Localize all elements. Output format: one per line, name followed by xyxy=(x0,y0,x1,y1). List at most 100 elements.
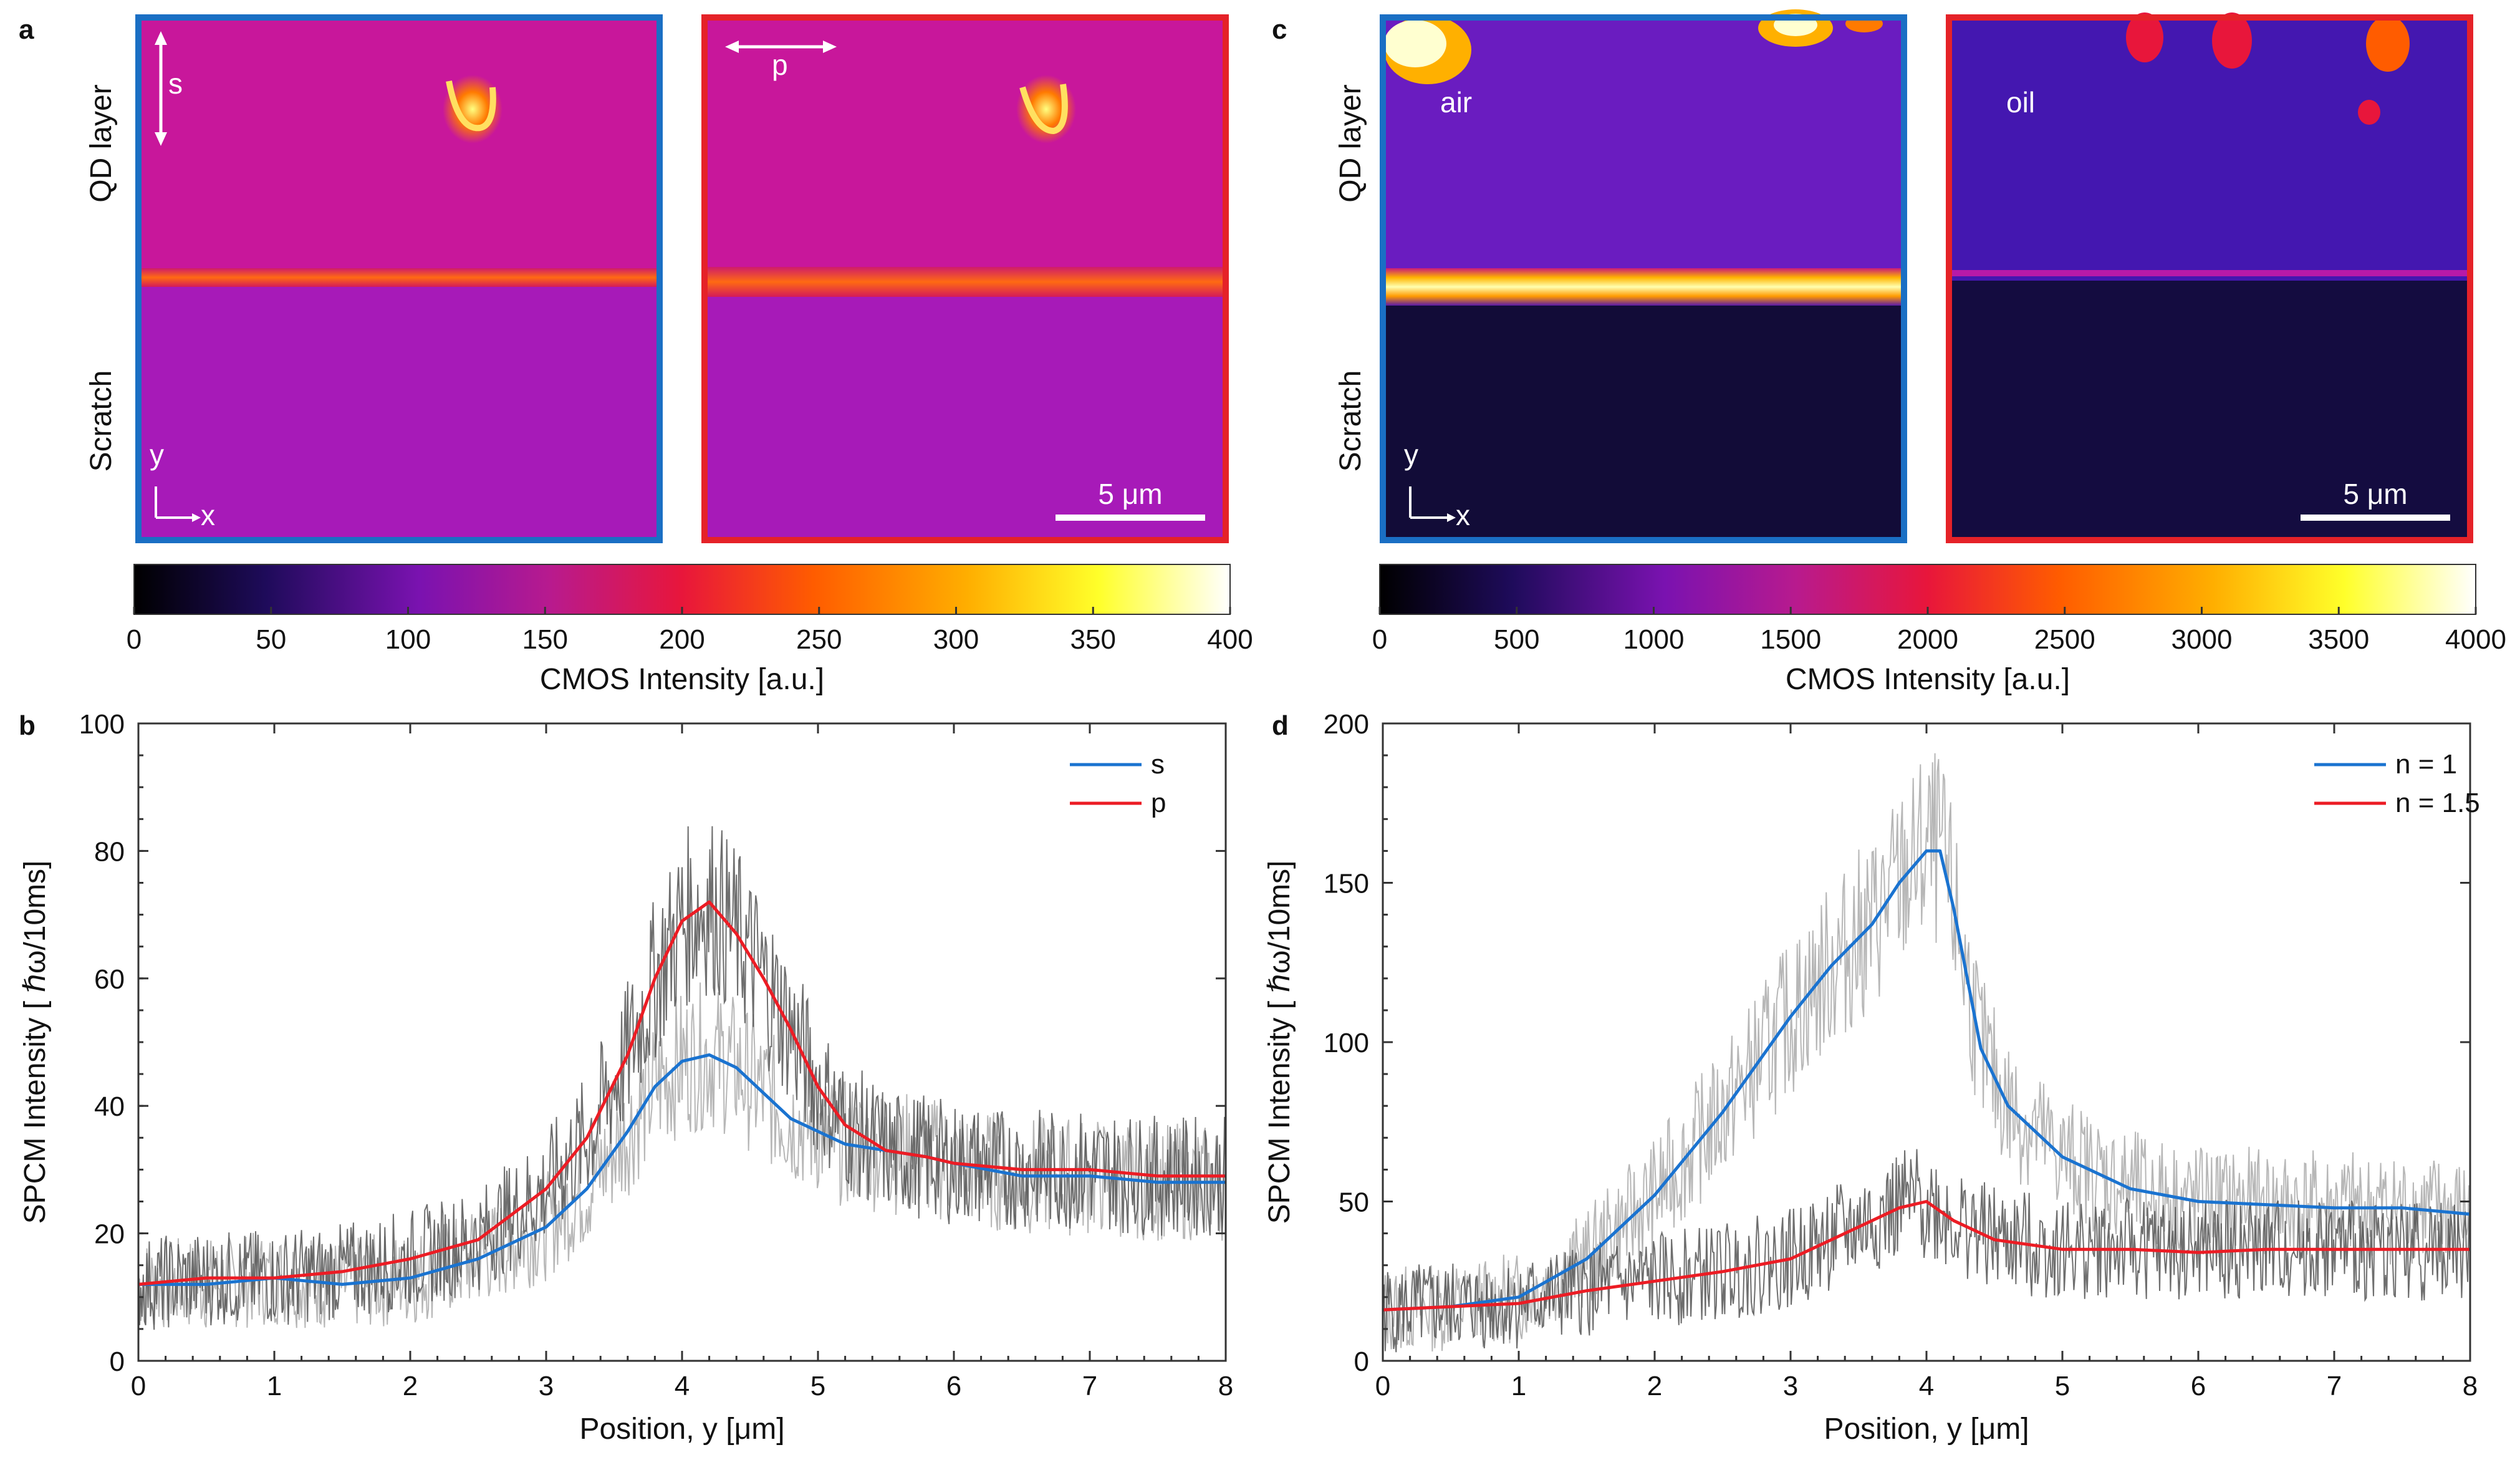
colorbar-c-ticks: 0 500 1000 1500 2000 2500 3000 3500 4000 xyxy=(1372,607,2506,655)
x-tick-label: 7 xyxy=(1082,1371,1097,1401)
y-tick-label: 100 xyxy=(79,709,125,740)
panel-a-image-s xyxy=(135,14,663,543)
panel-c-image-air xyxy=(1380,9,1907,543)
x-tick-label: 3 xyxy=(539,1371,554,1401)
panel-a-pol-arrow-s xyxy=(155,31,167,146)
panel-c-axes-indicator xyxy=(1409,486,1456,522)
y-tick-label: 200 xyxy=(1324,709,1369,740)
colorbar-tick-label: 1000 xyxy=(1623,624,1685,655)
raw-trace-1 xyxy=(1382,753,2471,1352)
x-tick-label: 8 xyxy=(1218,1371,1233,1401)
panel-c-scalebar-label: 5 μm xyxy=(2343,478,2407,510)
colorbar-tick-label: 0 xyxy=(1372,624,1387,655)
y-tick-label: 80 xyxy=(94,836,125,867)
series-line-p xyxy=(138,900,1226,1286)
colorbar-tick-label: 1500 xyxy=(1760,624,1821,655)
x-tick-label: 4 xyxy=(675,1371,690,1401)
x-tick-label: 0 xyxy=(131,1371,146,1401)
panel-a-letter: a xyxy=(19,14,34,45)
colorbar-tick-label: 250 xyxy=(796,624,842,655)
colorbar-a xyxy=(133,564,1231,615)
x-tick-label: 8 xyxy=(2463,1371,2478,1401)
colorbar-tick-label: 3500 xyxy=(2308,624,2369,655)
y-axis-label: SPCM Intensity [ ℏω/10ms] xyxy=(1263,861,1296,1224)
raw-trace-1 xyxy=(138,982,1226,1328)
x-tick-label: 3 xyxy=(1783,1371,1798,1401)
panel-a-axes-indicator xyxy=(155,486,201,522)
colorbar-tick-label: 150 xyxy=(522,624,568,655)
x-axis-label: Position, y [μm] xyxy=(1824,1413,2029,1446)
panel-c-frame-blue xyxy=(1380,14,1907,543)
panel-c-label-scratch: Scratch xyxy=(1334,370,1367,472)
x-tick-label: 5 xyxy=(2055,1371,2070,1401)
x-tick-label: 2 xyxy=(403,1371,418,1401)
colorbar-tick-label: 400 xyxy=(1207,624,1253,655)
colorbar-tick-label: 200 xyxy=(659,624,705,655)
chart-d: 0 1 2 3 4 5 6 7 8 0 50 100 150 200 Position, y [μm] SPC… xyxy=(1263,709,2480,1446)
x-tick-label: 1 xyxy=(267,1371,282,1401)
panel-a-pol-arrow-p xyxy=(725,41,837,53)
colorbar-a-ticks: 0 50 100 150 200 250 300 350 400 xyxy=(127,607,1253,655)
plot-frame xyxy=(1382,722,2471,1362)
colorbar-tick-label: 2500 xyxy=(2034,624,2095,655)
plot-frame xyxy=(137,722,1227,1362)
panel-b-letter: b xyxy=(19,710,36,741)
colorbar-tick-label: 350 xyxy=(1070,624,1116,655)
colorbar-a-label: CMOS Intensity [a.u.] xyxy=(540,663,824,696)
colorbar-tick-label: 3000 xyxy=(2171,624,2233,655)
panel-d-letter: d xyxy=(1272,710,1289,741)
panel-a-pol-p: p xyxy=(772,49,788,81)
x-tick-label: 6 xyxy=(946,1371,961,1401)
panel-a-label-scratch: Scratch xyxy=(85,370,118,472)
x-tick-label: 7 xyxy=(2327,1371,2342,1401)
panel-c-axis-y: y xyxy=(1404,438,1418,471)
panel-c-letter: c xyxy=(1272,14,1287,45)
panel-a-frame-red xyxy=(701,14,1229,543)
x-axis-label: Position, y [μm] xyxy=(579,1413,784,1446)
panel-a-frame-blue xyxy=(135,14,663,543)
legend-label: n = 1 xyxy=(2395,749,2457,780)
x-tick-label: 6 xyxy=(2191,1371,2206,1401)
x-tick-label: 0 xyxy=(1375,1371,1390,1401)
panel-c-medium-oil: oil xyxy=(2006,86,2035,118)
colorbar-tick-label: 4000 xyxy=(2445,624,2506,655)
y-tick-label: 50 xyxy=(1339,1187,1369,1218)
legend-label: p xyxy=(1151,788,1166,818)
series-line-n15 xyxy=(1382,1200,2470,1312)
y-tick-label: 150 xyxy=(1324,869,1369,899)
y-tick-label: 100 xyxy=(1324,1028,1369,1058)
x-tick-label: 4 xyxy=(1919,1371,1934,1401)
x-tick-label: 2 xyxy=(1647,1371,1662,1401)
y-tick-label: 60 xyxy=(94,964,125,995)
colorbar-tick-label: 100 xyxy=(385,624,431,655)
panel-c-frame-red xyxy=(1946,14,2473,543)
colorbar-c-label: CMOS Intensity [a.u.] xyxy=(1786,663,2070,696)
colorbar-tick-label: 50 xyxy=(256,624,286,655)
panel-c-axis-x: x xyxy=(1456,499,1470,531)
raw-trace-2 xyxy=(1382,1149,2471,1353)
panel-a-pol-s: s xyxy=(168,67,183,100)
panel-a-image-p xyxy=(701,14,1229,543)
colorbar-tick-label: 500 xyxy=(1494,624,1539,655)
y-tick-label: 20 xyxy=(94,1219,125,1250)
panel-c-image-oil xyxy=(1946,12,2473,543)
panel-a-scalebar-label: 5 μm xyxy=(1098,478,1162,510)
y-tick-label: 0 xyxy=(110,1346,125,1377)
y-tick-label: 40 xyxy=(94,1091,125,1122)
raw-trace-2 xyxy=(138,826,1226,1330)
legend-label: s xyxy=(1151,749,1165,780)
colorbar-c xyxy=(1379,564,2476,615)
y-tick-label: 0 xyxy=(1354,1346,1369,1377)
colorbar-tick-label: 300 xyxy=(933,624,979,655)
series-line-n1 xyxy=(1382,849,2471,1312)
panel-c-medium-air: air xyxy=(1440,86,1472,118)
legend-label: n = 1.5 xyxy=(2395,788,2480,818)
colorbar-tick-label: 0 xyxy=(127,624,142,655)
panel-a-label-qd-layer: QD layer xyxy=(85,84,118,202)
colorbar-tick-label: 2000 xyxy=(1897,624,1958,655)
panel-c-label-qd-layer: QD layer xyxy=(1334,84,1367,202)
panel-a-axis-y: y xyxy=(150,438,164,471)
x-tick-label: 1 xyxy=(1511,1371,1526,1401)
x-tick-label: 5 xyxy=(810,1371,825,1401)
